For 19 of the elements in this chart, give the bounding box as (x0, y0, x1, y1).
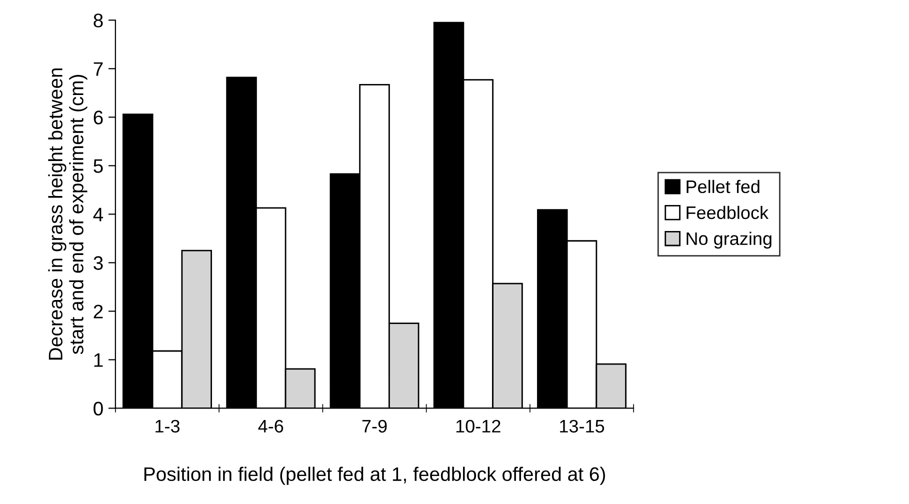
y-tick-label: 5 (94, 159, 103, 173)
y-tick-label: 8 (94, 14, 103, 28)
x-tick-label: 1-3 (156, 420, 180, 433)
x-axis-title: Position in field (pellet fed at 1, feedblock offered at 6) (144, 466, 605, 485)
y-axis-title: Decrease in grass height between start and end of experiment (cm) (48, 68, 88, 360)
y-tick-label: 7 (94, 62, 103, 76)
legend-label: Feedblock (686, 206, 769, 220)
y-tick-label: 4 (93, 208, 104, 222)
x-tick-label: 13-15 (560, 420, 604, 433)
x-tick-label: 10-12 (456, 420, 500, 433)
x-tick-label: 4-6 (258, 420, 284, 433)
y-tick-label: 1 (94, 353, 103, 367)
legend-label: Pellet fed (686, 180, 760, 194)
y-tick-label: 3 (94, 256, 103, 270)
y-tick-label: 2 (94, 304, 103, 318)
legend-label: No grazing (686, 232, 772, 249)
y-tick-label: 6 (94, 110, 103, 124)
x-tick-label: 7-9 (362, 420, 387, 433)
y-tick-label: 0 (94, 402, 103, 416)
